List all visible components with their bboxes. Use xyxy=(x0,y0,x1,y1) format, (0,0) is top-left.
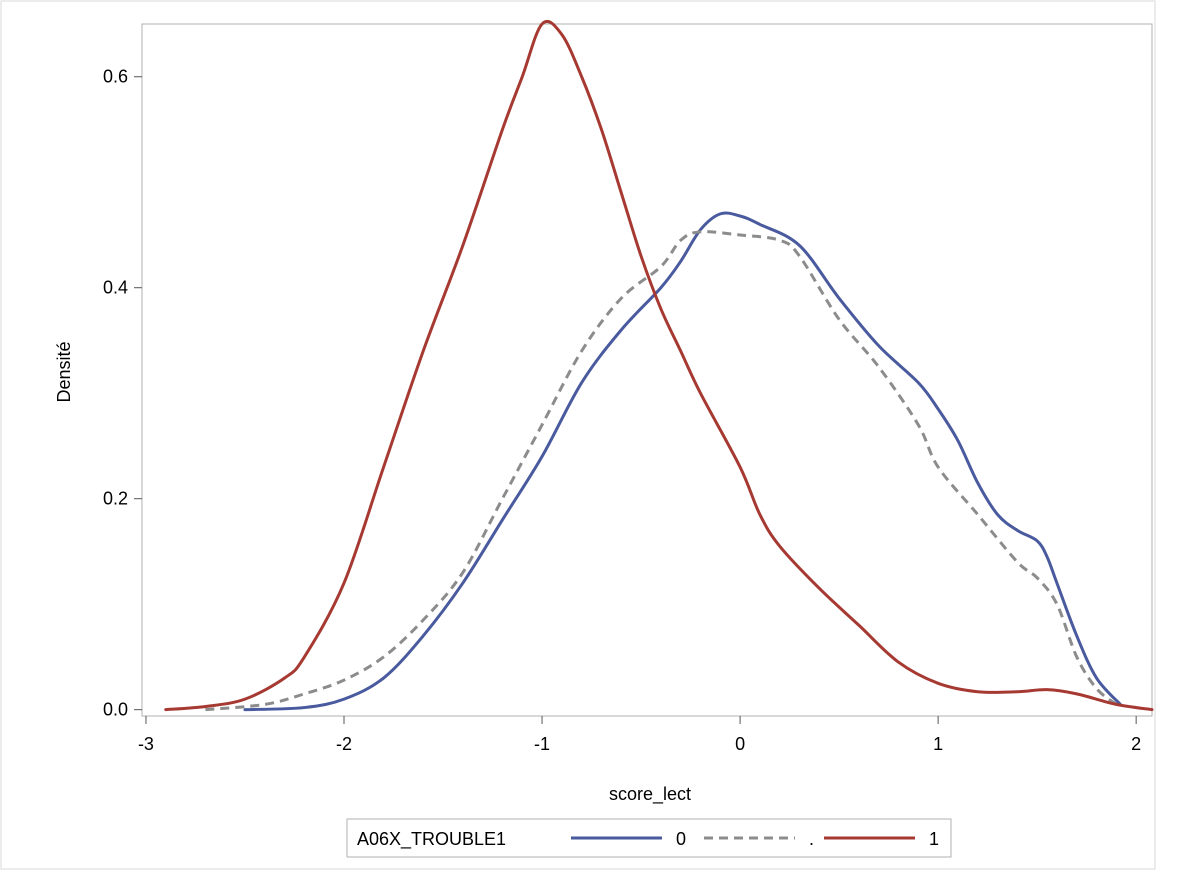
legend: A06X_TROUBLE1 0.1 xyxy=(346,818,952,858)
x-tick-label: 2 xyxy=(1131,734,1141,754)
series-line-1 xyxy=(243,211,1122,712)
x-axis-label: score_lect xyxy=(609,784,691,805)
series-line-2 xyxy=(205,230,1118,712)
legend-label-2: . xyxy=(809,829,814,849)
y-tick-label: 0.6 xyxy=(103,67,128,87)
y-tick-label: 0.4 xyxy=(103,278,128,298)
y-tick-label: 0.0 xyxy=(103,700,128,720)
x-tick-label: -2 xyxy=(336,734,352,754)
x-tick-label: 1 xyxy=(933,734,943,754)
x-tick-label: -3 xyxy=(138,734,154,754)
axis-ticks: -3 -2 -1 0 1 2 0.0 0.2 0.4 0.6 xyxy=(103,67,1141,754)
y-axis-label: Densité xyxy=(54,341,74,402)
x-tick-label: -1 xyxy=(534,734,550,754)
y-tick-label: 0.2 xyxy=(103,489,128,509)
series-line-3 xyxy=(164,19,1154,712)
legend-title: A06X_TROUBLE1 xyxy=(357,829,506,850)
legend-label-1: 0 xyxy=(676,829,686,849)
x-tick-label: 0 xyxy=(735,734,745,754)
series-lines xyxy=(164,19,1154,712)
legend-label-3: 1 xyxy=(929,829,939,849)
plot-area xyxy=(141,23,1153,717)
legend-items: 0.1 xyxy=(571,829,939,849)
